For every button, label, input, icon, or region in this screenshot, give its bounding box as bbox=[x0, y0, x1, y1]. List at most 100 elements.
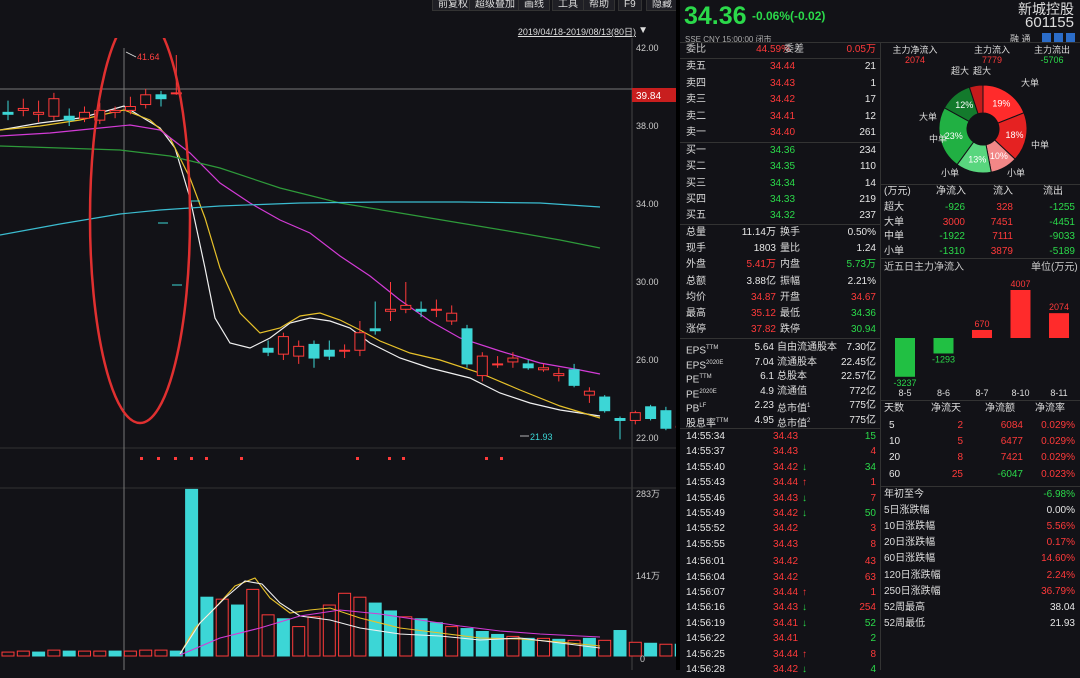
bid-label: 买一 bbox=[686, 145, 706, 156]
tick-price: 34.44 bbox=[773, 648, 799, 660]
stat-label: 量比 bbox=[780, 243, 800, 255]
fund-flow-row-label: 超大 bbox=[884, 202, 904, 213]
fundamental-name: EPS bbox=[686, 345, 707, 357]
candle-body bbox=[262, 347, 274, 353]
stat-label: 总额 bbox=[686, 275, 706, 287]
flag-icon[interactable] bbox=[1042, 33, 1051, 42]
stat-value: 1.24 bbox=[856, 243, 876, 255]
price-tick: 38.00 bbox=[636, 121, 659, 131]
five-day-date: 8-10 bbox=[1011, 388, 1029, 398]
tick-price: 34.44 bbox=[773, 477, 799, 489]
ask-volume: 21 bbox=[864, 61, 876, 72]
volume-bar bbox=[261, 614, 275, 657]
candle-body bbox=[538, 367, 549, 371]
days-amount: 7421 bbox=[1000, 452, 1023, 464]
vol-ma-magenta bbox=[179, 609, 601, 656]
ask-price: 34.40 bbox=[770, 127, 796, 138]
fundamental-name: PE bbox=[686, 389, 700, 401]
kline-chart-area[interactable]: 前复权 超级叠加 画线 工具 帮助 F9 隐藏 2019/04/18-2019/… bbox=[0, 0, 678, 670]
candle-body bbox=[79, 111, 90, 119]
fund-flow-in: 7451 bbox=[990, 216, 1013, 228]
fundamental-label: PE2020E bbox=[686, 384, 717, 400]
toolbar-overlay-button[interactable]: 超级叠加 bbox=[469, 0, 521, 11]
fund-flow-header-label: 主力流出 bbox=[1033, 45, 1070, 55]
bid-price: 34.32 bbox=[770, 210, 796, 222]
fundamental-value: 7.04 bbox=[754, 356, 774, 368]
tick-time: 14:56:22 bbox=[686, 633, 725, 645]
volume-bar bbox=[78, 650, 91, 657]
tick-time: 14:55:52 bbox=[686, 523, 725, 535]
five-day-date: 8-11 bbox=[1050, 388, 1067, 398]
candle-body bbox=[522, 363, 534, 369]
fundamental-suffix: TTM bbox=[699, 374, 712, 381]
event-marker bbox=[240, 457, 243, 460]
donut-outer-label: 超大 bbox=[951, 66, 969, 76]
fundamental-name: 流通值 bbox=[777, 385, 807, 397]
candle-body bbox=[599, 396, 611, 412]
fundamental-name: 股息率 bbox=[686, 418, 716, 430]
tick-price: 34.44 bbox=[773, 587, 799, 598]
tick-price: 34.43 bbox=[773, 602, 799, 614]
toolbar-draw-button[interactable]: 画线 bbox=[518, 0, 550, 11]
ask-label: 卖四 bbox=[686, 77, 706, 89]
tick-volume: 1 bbox=[870, 587, 876, 598]
order-book-column: 委比 44.59% 委差 0.05万 卖五 34.44 21 卖四 34.43 1 卖三 34… bbox=[680, 42, 880, 675]
toolbar-f9-button[interactable]: F9 bbox=[618, 0, 642, 11]
price-tick: 30.00 bbox=[636, 277, 659, 287]
ask-label: 卖五 bbox=[686, 61, 706, 72]
donut-outer-label: 大单 bbox=[1021, 77, 1039, 88]
donut-outer-label: 中单 bbox=[929, 133, 947, 144]
fund-flow-net: 3000 bbox=[942, 216, 965, 228]
tick-volume: 8 bbox=[870, 648, 876, 660]
stock-name: 新城控股 bbox=[1018, 1, 1074, 17]
tick-price: 34.42 bbox=[773, 461, 799, 473]
candle-body bbox=[308, 343, 320, 359]
volume-bar bbox=[674, 643, 676, 657]
toolbar-help-button[interactable]: 帮助 bbox=[583, 0, 615, 11]
five-day-date: 8-6 bbox=[937, 388, 950, 398]
price-tick: 34.00 bbox=[636, 199, 659, 209]
dropdown-arrow-icon[interactable]: ▼ bbox=[638, 25, 648, 36]
stat-label: 涨停 bbox=[686, 324, 706, 336]
tick-time: 14:56:19 bbox=[686, 617, 725, 629]
candle-body bbox=[277, 336, 289, 355]
volume-tick: 0 bbox=[640, 654, 645, 664]
event-marker bbox=[500, 457, 503, 460]
toolbar-hide-button[interactable]: 隐藏 bbox=[646, 0, 678, 11]
panel-separator[interactable] bbox=[676, 0, 680, 670]
divider bbox=[881, 486, 1080, 487]
fundamental-label: 流通值 bbox=[777, 384, 807, 400]
five-day-date: 8-7 bbox=[975, 388, 988, 398]
volume-bar bbox=[460, 628, 474, 657]
candle-body bbox=[323, 349, 335, 357]
days-period: 10 bbox=[889, 436, 901, 448]
date-range-label[interactable]: 2019/04/18-2019/08/13(80日) bbox=[517, 27, 636, 37]
flag-icon[interactable] bbox=[1054, 33, 1063, 42]
fundamental-value: 5.64 bbox=[754, 342, 774, 353]
kline-svg: 42.00 38.00 34.00 30.00 26.00 22.00 39.8… bbox=[0, 38, 676, 670]
donut-outer-label: 小单 bbox=[941, 167, 959, 178]
toolbar-adjust-button[interactable]: 前复权 bbox=[432, 0, 474, 11]
days-period: 60 bbox=[889, 468, 901, 480]
stat-value: 2.21% bbox=[847, 275, 876, 287]
days-count: 2 bbox=[957, 420, 963, 431]
last-price: 34.36 bbox=[684, 2, 747, 30]
volume-bar bbox=[429, 622, 443, 657]
candle-body bbox=[614, 418, 626, 421]
days-rate: 0.029% bbox=[1041, 452, 1075, 464]
candle-body bbox=[94, 109, 106, 121]
volume-bar bbox=[475, 631, 489, 657]
toolbar-tools-button[interactable]: 工具 bbox=[552, 0, 584, 11]
five-day-bar bbox=[1010, 290, 1031, 338]
flag-icon[interactable] bbox=[1066, 33, 1075, 42]
event-marker bbox=[205, 457, 208, 460]
five-day-bar bbox=[933, 338, 954, 354]
performance-value: 21.93 bbox=[1049, 617, 1075, 629]
tick-volume: 254 bbox=[859, 602, 876, 614]
price-tick: 42.00 bbox=[636, 43, 659, 53]
days-rate: 0.029% bbox=[1041, 420, 1075, 431]
volume-bar bbox=[659, 643, 673, 657]
ma-magenta-line bbox=[0, 124, 601, 375]
vol-ma-white bbox=[179, 580, 601, 655]
tick-time: 14:55:40 bbox=[686, 461, 725, 473]
